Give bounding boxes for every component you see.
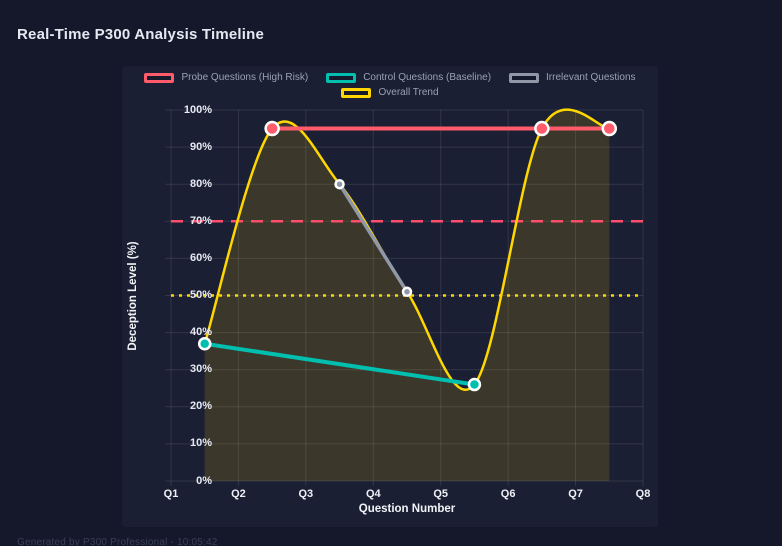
- legend-row: Probe Questions (High Risk) Control Quest…: [122, 72, 658, 83]
- x-axis-tick-label: Q8: [635, 488, 651, 500]
- legend-swatch-icon: [326, 72, 357, 83]
- legend-swatch-icon: [509, 72, 540, 83]
- legend-row: Overall Trend: [122, 87, 658, 98]
- x-axis-tick-label: Q7: [568, 488, 583, 500]
- x-axis-tick-label: Q5: [433, 488, 449, 500]
- chart-panel: Probe Questions (High Risk) Control Quest…: [122, 66, 658, 527]
- data-point[interactable]: [467, 377, 482, 392]
- plot-svg: [165, 108, 644, 486]
- y-axis-tick-label: 10%: [189, 437, 212, 450]
- y-axis-tick-label: 60%: [189, 251, 212, 264]
- data-point[interactable]: [197, 336, 212, 351]
- legend-item[interactable]: Probe Questions (High Risk): [144, 72, 308, 83]
- legend-item[interactable]: Irrelevant Questions: [509, 72, 636, 83]
- plot-area: Deception Level (%) Question Number 0% 10…: [127, 104, 650, 515]
- y-axis-tick-label: 100%: [183, 103, 212, 116]
- footer-note: Generated by P300 Professional - 10:05:4…: [17, 537, 218, 546]
- page-title: Real-Time P300 Analysis Timeline: [17, 26, 265, 43]
- y-axis-tick-label: 90%: [189, 140, 212, 153]
- y-axis-tick-label: 70%: [189, 214, 212, 227]
- legend-item[interactable]: Overall Trend: [341, 87, 439, 98]
- y-axis-tick-label: 80%: [189, 177, 212, 190]
- legend-label: Overall Trend: [378, 87, 439, 98]
- x-axis-tick-label: Q6: [500, 488, 516, 500]
- data-point[interactable]: [264, 120, 280, 137]
- y-axis-title: Deception Level (%): [127, 240, 139, 351]
- data-point[interactable]: [401, 286, 413, 298]
- legend-label: Control Questions (Baseline): [363, 72, 492, 83]
- legend-label: Probe Questions (High Risk): [181, 72, 309, 83]
- data-point[interactable]: [334, 178, 345, 190]
- legend-swatch-icon: [341, 87, 372, 98]
- x-axis-tick-label: Q1: [163, 488, 179, 500]
- data-point[interactable]: [534, 120, 550, 137]
- x-axis-title: Question Number: [358, 503, 456, 515]
- legend-item[interactable]: Control Questions (Baseline): [326, 72, 491, 83]
- x-axis-tick-label: Q4: [365, 488, 381, 500]
- control-questions-line: [202, 341, 477, 387]
- data-point[interactable]: [601, 120, 618, 137]
- x-axis-tick-label: Q3: [298, 488, 314, 500]
- legend-label: Irrelevant Questions: [546, 72, 636, 83]
- irrelevant-questions-line: [337, 182, 409, 294]
- y-axis-tick-label: 20%: [189, 400, 212, 413]
- y-axis-tick-label: 50%: [189, 289, 212, 301]
- legend-swatch-icon: [144, 72, 175, 83]
- y-axis-tick-label: 0%: [196, 474, 212, 487]
- y-axis-tick-label: 30%: [189, 363, 212, 376]
- chart-legend: Probe Questions (High Risk) Control Quest…: [122, 72, 658, 102]
- x-axis-tick-label: Q2: [231, 488, 246, 500]
- y-axis-tick-label: 40%: [189, 326, 212, 339]
